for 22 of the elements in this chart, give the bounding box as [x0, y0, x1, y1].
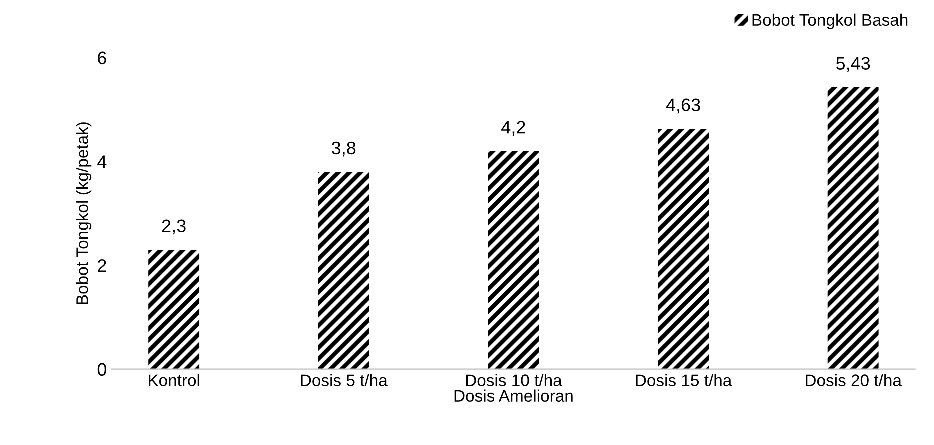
y-axis-title: Bobot Tongkol (kg/petak) — [76, 122, 92, 304]
x-axis-title: Dosis Amelioran — [454, 390, 573, 402]
y-tick-label: 2 — [98, 259, 106, 272]
data-label: 4,2 — [502, 121, 526, 136]
bar — [658, 128, 709, 370]
x-tick-label: Dosis 5 t/ha — [301, 374, 388, 386]
x-tick-label: Dosis 15 t/ha — [636, 374, 732, 386]
data-label: 3,8 — [332, 142, 356, 157]
bar — [488, 151, 540, 370]
y-tick-label: 4 — [98, 156, 107, 168]
y-tick-label: 0 — [98, 363, 107, 376]
x-tick-label: Kontrol — [149, 374, 200, 386]
bar — [828, 87, 879, 370]
x-tick-label: Dosis 10 t/ha — [466, 374, 562, 386]
data-label: 5,43 — [836, 57, 870, 72]
bar — [148, 250, 200, 370]
legend-label: Bobot Tongkol Basah — [752, 14, 908, 30]
bar — [318, 172, 370, 370]
y-tick-label: 6 — [98, 52, 106, 65]
x-tick-label: Dosis 20 t/ha — [806, 374, 902, 386]
data-label: 2,3 — [162, 220, 186, 235]
data-label: 4,63 — [666, 98, 700, 114]
